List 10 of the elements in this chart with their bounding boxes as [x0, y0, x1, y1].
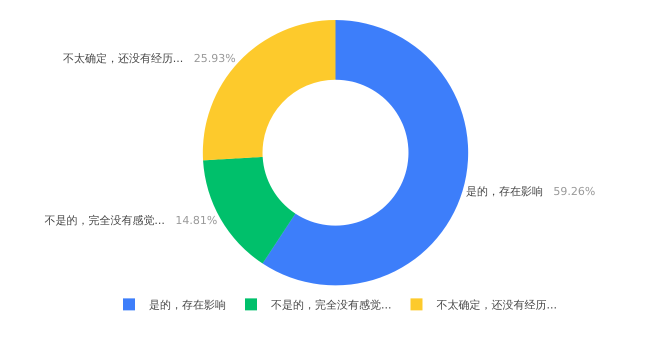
- data-label: 25.93%: [194, 52, 236, 66]
- slice-label: 是的，存在影响: [466, 184, 543, 198]
- legend-label: 是的，存在影响: [149, 298, 226, 312]
- donut-slice: [262, 20, 468, 286]
- legend-label: 不太确定，还没有经历...: [436, 298, 557, 312]
- data-label: 59.26%: [553, 184, 596, 198]
- category-label: 不是的，完全没有感觉...: [44, 214, 165, 228]
- data-label: 14.81%: [175, 214, 218, 228]
- legend-label: 不是的，完全没有感觉...: [271, 298, 392, 312]
- slice-label: 不太确定，还没有经历...: [62, 52, 184, 66]
